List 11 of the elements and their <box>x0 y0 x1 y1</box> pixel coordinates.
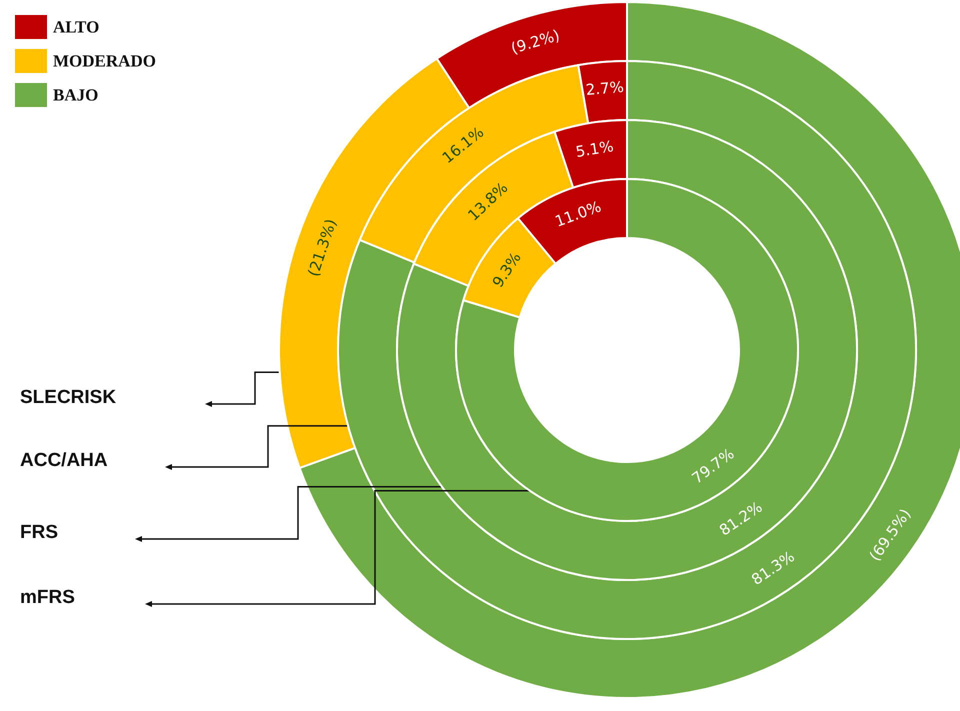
slice-label: ACC/AHA <box>20 450 108 471</box>
data-label: (9.2%) <box>508 26 562 58</box>
slice-label: FRS <box>20 522 58 543</box>
slice-label: mFRS <box>20 587 75 608</box>
data-label: 2.7% <box>585 78 625 100</box>
data-label: 11.0% <box>552 198 604 231</box>
legend-label: MODERADO <box>53 52 156 70</box>
slice-label: SLECRISK <box>20 387 116 408</box>
legend-label: BAJO <box>53 86 98 104</box>
legend-label: ALTO <box>53 18 100 36</box>
data-label: 5.1% <box>574 137 615 162</box>
